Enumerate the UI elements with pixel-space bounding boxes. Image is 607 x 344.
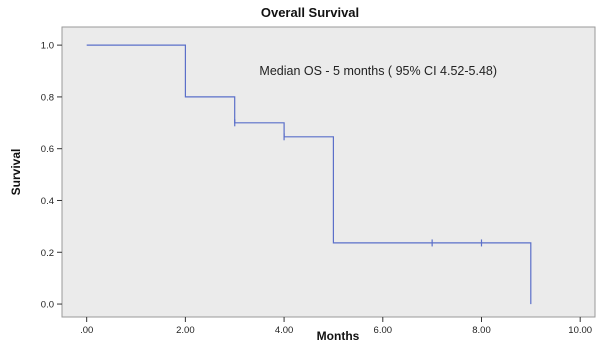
y-axis: 0.0 0.2 0.4 0.6 0.8 1.0 [41, 41, 62, 311]
x-axis: .00 2.00 4.00 6.00 8.00 10.00 [80, 317, 592, 336]
plot-area [61, 26, 596, 318]
x-tick-label: .00 [80, 325, 93, 336]
y-tick-label: 0.2 [41, 248, 54, 259]
y-tick-label: 0.0 [41, 300, 54, 311]
y-tick-label: 1.0 [41, 41, 54, 52]
censor-marks [234, 119, 483, 247]
median-os-annotation: Median OS - 5 months ( 95% CI 4.52-5.48) [259, 64, 497, 78]
x-axis-label: Months [317, 329, 360, 343]
y-axis-label: Survival [9, 149, 23, 196]
y-tick-label: 0.6 [41, 144, 54, 155]
y-tick-label: 0.8 [41, 92, 54, 103]
y-tick-label: 0.4 [41, 196, 54, 207]
x-tick-label: 8.00 [472, 325, 491, 336]
survival-curve [86, 44, 532, 305]
x-tick-label: 10.00 [568, 325, 592, 336]
x-tick-label: 6.00 [374, 325, 393, 336]
chart-title: Overall Survival [261, 5, 359, 20]
x-tick-label: 4.00 [275, 325, 294, 336]
x-tick-label: 2.00 [176, 325, 195, 336]
